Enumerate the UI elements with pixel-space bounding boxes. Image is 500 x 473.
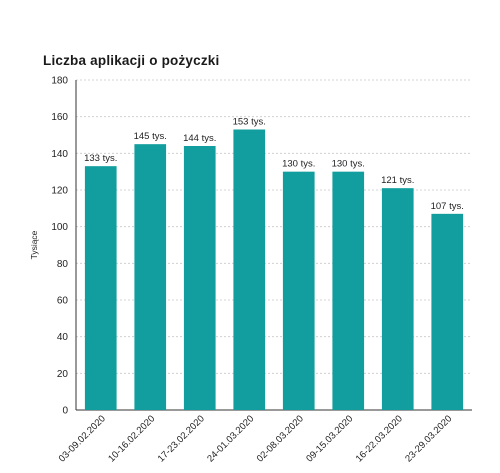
y-tick-label: 40 [57, 332, 69, 343]
bar [134, 144, 167, 410]
bar [233, 129, 266, 410]
data-labels: 133 tys. 145 tys. 144 tys. 153 tys. 130 tys.… [84, 117, 464, 212]
y-axis-title: Tysiące [29, 230, 39, 259]
x-tick-label: 09-15.03.2020 [304, 413, 355, 464]
data-label: 130 tys. [332, 159, 365, 170]
x-tick-label: 23-29.03.2020 [403, 413, 454, 464]
x-tick-label: 10-16.02.2020 [106, 413, 157, 464]
y-tick-label: 0 [62, 406, 68, 417]
y-tick-label: 20 [57, 369, 69, 380]
x-tick-label: 17-23.02.2020 [156, 413, 207, 464]
bar [183, 146, 216, 410]
data-label: 144 tys. [183, 133, 216, 144]
data-label: 145 tys. [134, 131, 167, 142]
y-tick-label: 140 [51, 149, 68, 160]
data-label: 133 tys. [84, 153, 117, 164]
x-tick-label: 03-09.02.2020 [57, 413, 108, 464]
y-tick-label: 100 [51, 222, 68, 233]
bar [282, 171, 315, 410]
data-label: 153 tys. [233, 117, 266, 128]
x-tick-label: 24-01.03.2020 [205, 413, 256, 464]
bar [84, 166, 117, 410]
y-tick-label: 120 [51, 186, 68, 197]
bars [84, 129, 464, 410]
bar [431, 213, 464, 410]
y-tick-label: 180 [51, 76, 68, 87]
x-tick-label: 02-08.03.2020 [255, 413, 306, 464]
data-label: 130 tys. [282, 159, 315, 170]
bar [381, 188, 414, 410]
y-tick-label: 80 [57, 259, 69, 270]
x-tick-label: 16-22.03.2020 [354, 413, 405, 464]
y-tick-label: 60 [57, 296, 69, 307]
y-tick-label: 160 [51, 112, 68, 123]
data-label: 107 tys. [431, 201, 464, 212]
chart-title: Liczba aplikacji o pożyczki [43, 53, 220, 68]
data-label: 121 tys. [381, 175, 414, 186]
bar [332, 171, 365, 410]
